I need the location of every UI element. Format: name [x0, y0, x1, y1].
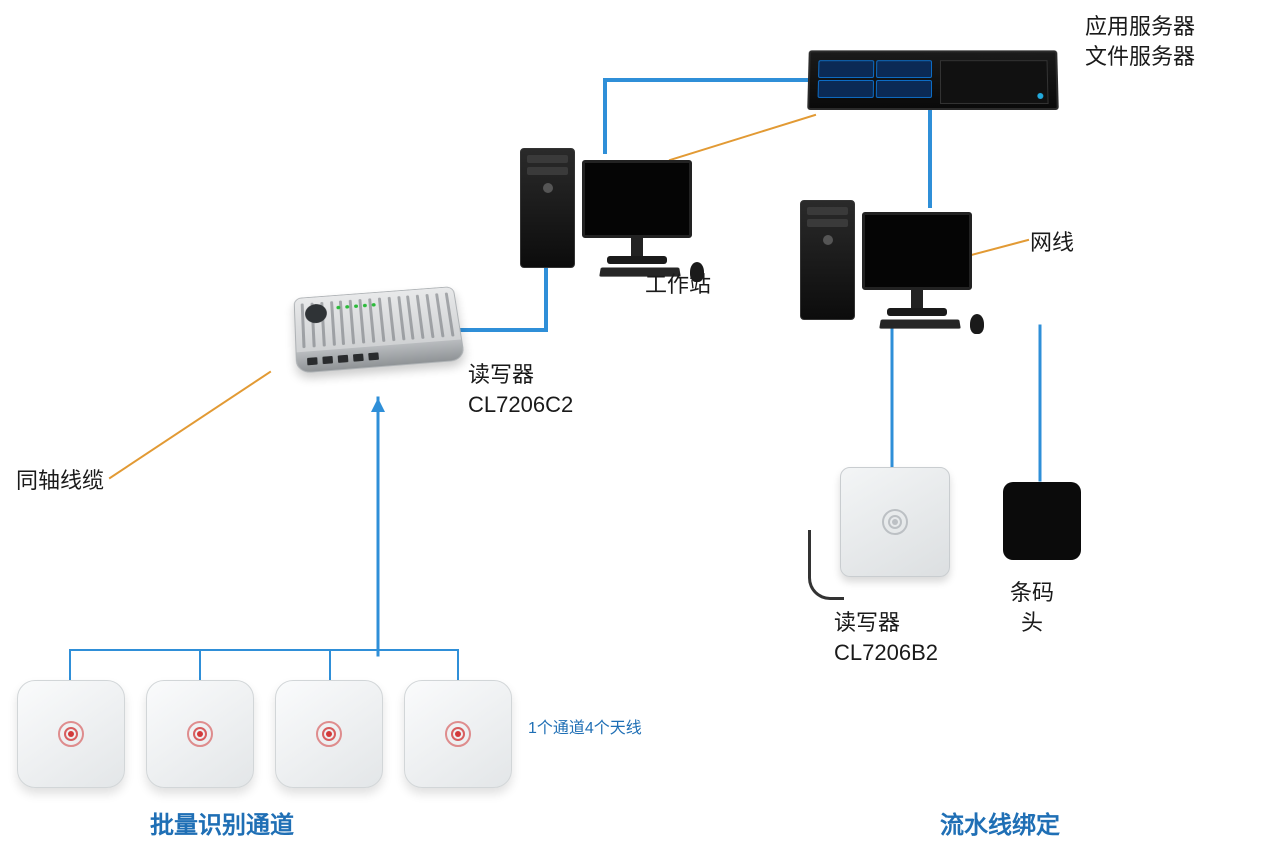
reader-b2-cable — [808, 530, 844, 600]
server-rack — [807, 50, 1059, 110]
antenna-panel-2 — [146, 680, 254, 788]
reader-b2-label: 读写器 CL7206B2 — [834, 608, 938, 667]
antenna-caption: 1个通道4个天线 — [528, 718, 642, 740]
heading-line-binding: 流水线绑定 — [940, 810, 1060, 842]
barcode-label: 条码 头 — [1010, 578, 1054, 637]
barcode-scanner — [1003, 482, 1081, 560]
reader-cl7206b2 — [840, 467, 950, 577]
reader-cl7206c2 — [294, 286, 466, 374]
workstation-label: 工作站 — [645, 270, 711, 300]
heading-batch-channel: 批量识别通道 — [150, 810, 294, 842]
coax-label: 同轴线缆 — [16, 466, 104, 496]
workstation-right — [800, 200, 1000, 340]
server-label: 应用服务器 文件服务器 — [1085, 12, 1195, 71]
antenna-panel-3 — [275, 680, 383, 788]
workstation-left — [520, 148, 720, 288]
ethernet-label: 网线 — [1030, 228, 1074, 258]
antenna-panel-1 — [17, 680, 125, 788]
antenna-panel-4 — [404, 680, 512, 788]
reader-c2-label: 读写器 CL7206C2 — [468, 360, 573, 419]
